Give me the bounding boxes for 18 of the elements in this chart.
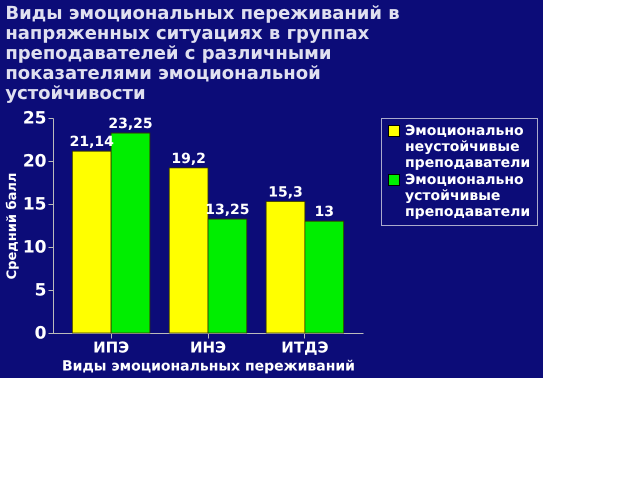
x-axis-title: Виды эмоциональных переживаний xyxy=(62,358,355,374)
y-tick-label: 20 xyxy=(22,152,47,172)
y-tick-label: 0 xyxy=(34,324,47,344)
data-label: 19,2 xyxy=(171,150,206,167)
data-label: 15,3 xyxy=(268,184,303,200)
legend-label: Эмоционально устойчивые преподаватели xyxy=(405,172,530,220)
legend-label: Эмоционально неустойчивые преподаватели xyxy=(405,123,530,171)
x-tick-label: ИТДЭ xyxy=(281,338,328,356)
y-tick-label: 10 xyxy=(22,238,47,258)
y-tick-label: 15 xyxy=(22,194,46,214)
y-tick-label: 5 xyxy=(34,280,46,300)
y-tick-label: 25 xyxy=(22,108,46,128)
x-tick-label: ИНЭ xyxy=(190,338,226,356)
data-label: 23,25 xyxy=(108,116,153,132)
data-label: 13 xyxy=(314,204,334,220)
chart-title: Виды эмоциональных переживаний в напряженных ситуациях в группах преподавателей с различными показателями эмоциональной устойчивости xyxy=(5,3,400,104)
y-axis-title: Средний балл xyxy=(4,172,20,280)
x-tick-label: ИПЭ xyxy=(93,338,130,356)
